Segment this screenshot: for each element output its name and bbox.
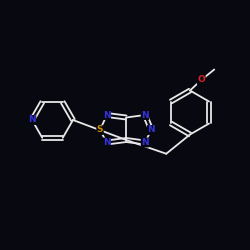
Text: N: N: [28, 116, 36, 124]
Text: N: N: [141, 138, 149, 147]
Text: N: N: [141, 110, 149, 120]
Text: O: O: [197, 76, 205, 84]
Text: N: N: [103, 138, 110, 147]
Text: N: N: [148, 126, 155, 134]
Text: S: S: [97, 126, 103, 134]
Text: N: N: [103, 110, 110, 120]
